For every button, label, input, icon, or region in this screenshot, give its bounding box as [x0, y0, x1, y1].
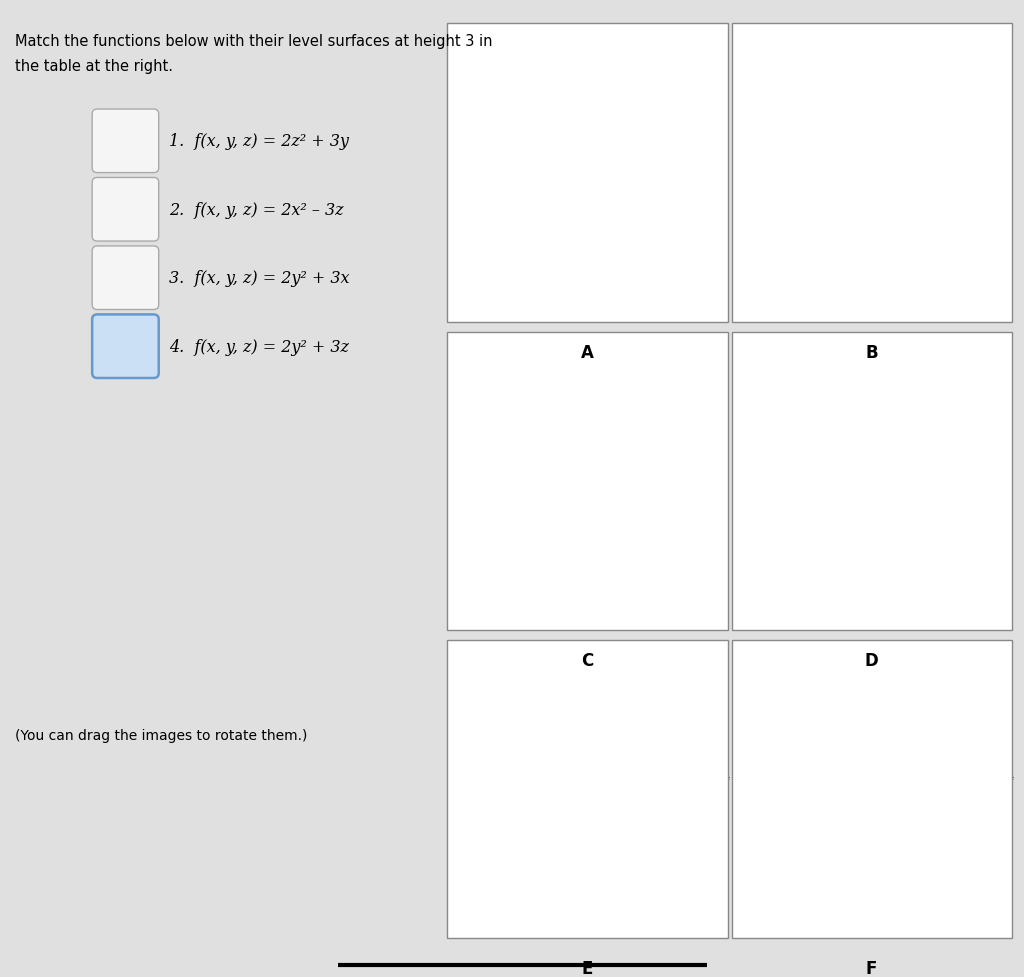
- Text: (You can drag the images to rotate them.): (You can drag the images to rotate them.…: [15, 728, 308, 742]
- Text: D: D: [865, 652, 879, 669]
- Text: B: B: [865, 344, 878, 361]
- Text: 1.  f(x, y, z) = 2z² + 3y: 1. f(x, y, z) = 2z² + 3y: [169, 133, 349, 150]
- Y-axis label: y: y: [773, 242, 776, 247]
- Text: C: C: [582, 652, 594, 669]
- Y-axis label: y: y: [665, 261, 669, 268]
- X-axis label: x: x: [524, 268, 528, 274]
- Y-axis label: y: y: [972, 553, 976, 558]
- Y-axis label: y: y: [674, 874, 677, 880]
- Text: 3.  f(x, y, z) = 2y² + 3x: 3. f(x, y, z) = 2y² + 3x: [169, 270, 349, 287]
- Y-axis label: y: y: [580, 573, 583, 578]
- X-axis label: x: x: [813, 886, 816, 891]
- X-axis label: x: x: [529, 884, 532, 889]
- Text: F: F: [866, 959, 878, 977]
- Text: Match the functions below with their level surfaces at height 3 in: Match the functions below with their lev…: [15, 34, 493, 49]
- Text: 2.  f(x, y, z) = 2x² – 3z: 2. f(x, y, z) = 2x² – 3z: [169, 201, 343, 219]
- X-axis label: x: x: [689, 551, 692, 556]
- Text: 4.  f(x, y, z) = 2y² + 3z: 4. f(x, y, z) = 2y² + 3z: [169, 338, 349, 356]
- Y-axis label: y: y: [957, 875, 961, 880]
- Text: E: E: [582, 959, 593, 977]
- Text: the table at the right.: the table at the right.: [15, 59, 173, 73]
- X-axis label: x: x: [855, 579, 858, 585]
- Text: A: A: [581, 344, 594, 361]
- X-axis label: x: x: [873, 258, 877, 263]
